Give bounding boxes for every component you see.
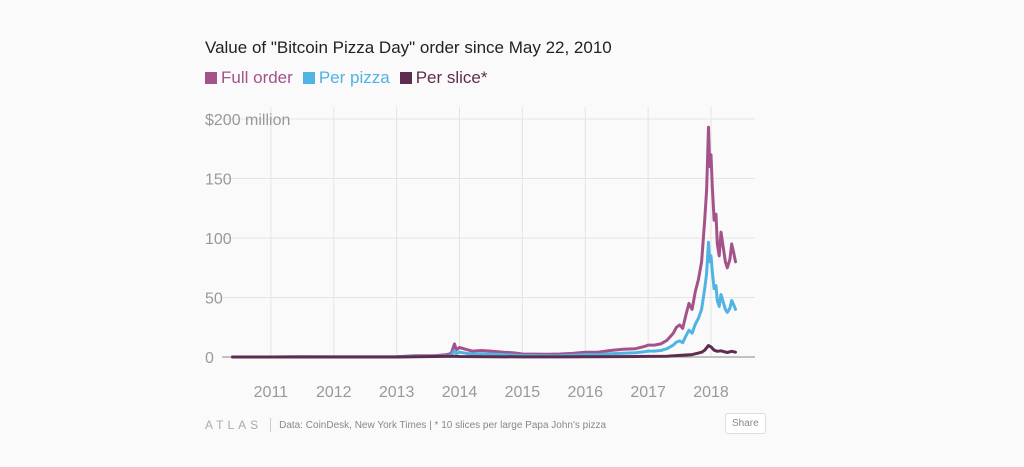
series-line-per-slice <box>231 344 737 359</box>
legend-item-full-order: Full order <box>205 68 293 88</box>
x-tick-label: 2014 <box>442 384 478 401</box>
y-tick-label: 150 <box>205 172 232 189</box>
legend-label-per-slice: Per slice* <box>415 68 488 87</box>
legend-label-per-pizza: Per pizza <box>318 68 390 87</box>
x-tick-label: 2017 <box>630 384 666 401</box>
x-tick-label: 2015 <box>505 384 541 401</box>
chart-title: Value of "Bitcoin Pizza Day" order since… <box>205 38 612 57</box>
line-chart: 2011 2012 2013 2014 2015 2016 2017 2018 0 50 100 15… <box>205 107 755 401</box>
x-tick-label: 2011 <box>254 384 289 401</box>
legend-swatch-per-pizza <box>302 72 315 84</box>
x-tick-label: 2013 <box>379 384 415 401</box>
brand-logo: ATLAS <box>205 418 272 432</box>
x-tick-label: 2016 <box>567 384 603 401</box>
series-lines <box>231 125 737 359</box>
series-line-per-pizza <box>231 240 737 359</box>
legend: Full order Per pizza Per slice* <box>205 68 488 88</box>
y-tick-label: 100 <box>205 231 232 248</box>
legend-swatch-full-order <box>205 72 217 84</box>
y-tick-label: 50 <box>205 291 223 308</box>
legend-label-full-order: Full order <box>221 68 293 87</box>
grid <box>222 107 755 358</box>
share-button[interactable]: Share <box>725 413 766 434</box>
footer: ATLAS Data: CoinDesk, New York Times | *… <box>205 418 606 432</box>
legend-item-per-pizza: Per pizza <box>302 68 390 88</box>
tick-labels: 2011 2012 2013 2014 2015 2016 2017 2018 0 50 100 15… <box>205 112 729 401</box>
series-line-full-order <box>231 125 737 359</box>
legend-item-per-slice: Per slice* <box>399 68 488 88</box>
y-tick-label: 0 <box>205 350 214 367</box>
x-tick-label: 2018 <box>693 384 729 401</box>
legend-swatch-per-slice <box>399 72 412 84</box>
x-tick-label: 2012 <box>316 384 352 401</box>
source-note: Data: CoinDesk, New York Times | * 10 sl… <box>279 419 607 431</box>
y-tick-label: $200 million <box>205 112 290 129</box>
